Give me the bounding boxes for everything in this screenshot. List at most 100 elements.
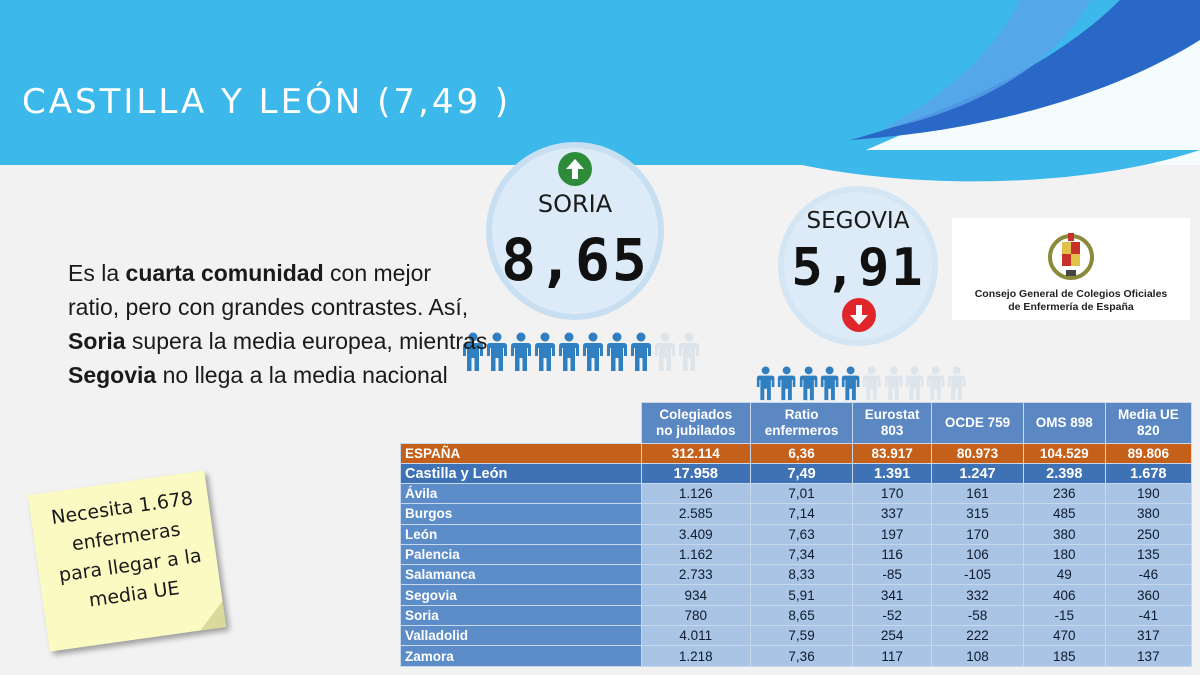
table-cell: 161: [931, 482, 1024, 505]
sticky-note-fold: [196, 601, 227, 631]
table-cell: 332: [931, 584, 1024, 606]
description-part: Es la: [68, 260, 126, 286]
table-row: Salamanca 2.733 8,33 -85 -105 49 -46: [400, 564, 1193, 586]
row-name: Zamora: [400, 645, 642, 667]
table-cell: 116: [852, 543, 933, 566]
table-cell: 2.398: [1022, 463, 1106, 484]
table-cell: 135: [1104, 543, 1193, 566]
row-name: Ávila: [400, 482, 642, 505]
soria-ratio: 8,65: [501, 226, 649, 294]
table-header: Eurostat 803: [852, 402, 933, 444]
segovia-name: SEGOVIA: [806, 208, 910, 234]
soria-name: SORIA: [537, 190, 613, 218]
table-cell: 7,36: [749, 645, 854, 667]
table-cell: 934: [640, 584, 751, 606]
table-cell: 254: [852, 625, 933, 647]
person-icon: [926, 366, 945, 401]
sticky-note-text: Necesita 1.678 enfermeras para llegar a …: [49, 487, 203, 612]
sticky-note: Necesita 1.678 enfermeras para llegar a …: [27, 470, 227, 652]
table-cell: 117: [852, 645, 933, 667]
description-emphasis: Soria: [68, 328, 126, 354]
table-cell: 470: [1022, 625, 1106, 647]
table-cell: 180: [1022, 543, 1106, 566]
person-icon: [948, 366, 966, 401]
table-row: Palencia 1.162 7,34 116 106 180 135: [400, 543, 1193, 566]
row-name: Valladolid: [400, 625, 642, 647]
table-cell: 197: [852, 523, 933, 545]
segovia-ratio: 5,91: [791, 238, 925, 298]
row-name: Burgos: [400, 503, 642, 525]
table-header: Ratio enfermeros: [749, 402, 854, 444]
table-cell: 780: [640, 604, 751, 627]
table-cell: 104.529: [1022, 443, 1106, 464]
table-cell: 108: [931, 645, 1024, 667]
person-icon: [511, 332, 531, 371]
person-icon: [655, 332, 675, 371]
table-cell: 49: [1022, 564, 1106, 586]
table-cell: 6,36: [749, 443, 854, 464]
header-curve: [780, 150, 1200, 182]
table-cell: 170: [852, 482, 933, 505]
row-name: Segovia: [400, 584, 642, 606]
table-cell: 380: [1104, 503, 1193, 525]
description-part: con mejor ratio, pero con grandes contra…: [68, 260, 469, 320]
table-row: Zamora 1.218 7,36 117 108 185 137: [400, 645, 1193, 667]
table-row: Ávila 1.126 7,01 170 161 236 190: [400, 482, 1193, 505]
table-cell: 7,01: [749, 482, 854, 505]
table-header: Colegiados no jubilados: [640, 402, 751, 444]
table-cell: 7,63: [749, 523, 854, 545]
person-icon: [583, 332, 603, 371]
description-part: no llega a la media nacional: [156, 362, 448, 388]
description-text: Es la cuarta comunidad con mejor ratio, …: [68, 256, 488, 392]
table-cell: 341: [852, 584, 933, 606]
header-swoosh: [830, 0, 1200, 165]
row-name: ESPAÑA: [400, 443, 642, 464]
arrow-down-icon: [842, 298, 876, 332]
person-icon: [535, 332, 555, 371]
row-name: Castilla y León: [400, 463, 642, 484]
table-cell: 315: [931, 503, 1024, 525]
table-cell: 137: [1104, 645, 1193, 667]
header-banner: CASTILLA Y LEÓN (7,49 ): [0, 0, 1200, 165]
soria-circle: SORIA 8,65: [486, 142, 664, 320]
table-cell: 7,34: [749, 543, 854, 566]
table-cell: 89.806: [1104, 443, 1193, 464]
table-header: OMS 898: [1022, 402, 1106, 444]
segovia-people-row: [756, 366, 967, 401]
table-cell: 8,33: [749, 564, 854, 586]
table-cell: 1.391: [852, 463, 933, 484]
table-cell: 337: [852, 503, 933, 525]
table-row: ESPAÑA 312.114 6,36 83.917 80.973 104.529 89.8…: [400, 443, 1193, 464]
table-row: Burgos 2.585 7,14 337 315 485 380: [400, 503, 1193, 525]
table-cell: 3.409: [640, 523, 751, 545]
row-name: Salamanca: [400, 564, 642, 586]
table-cell: -105: [931, 564, 1024, 586]
description-emphasis: Segovia: [68, 362, 157, 388]
description-part: supera la media europea, mientras: [125, 328, 488, 354]
table-cell: 236: [1022, 482, 1106, 505]
soria-people-row: [462, 332, 700, 372]
table-cell: 406: [1022, 584, 1106, 606]
table-cell: 4.011: [640, 625, 751, 647]
table-cell: 190: [1104, 482, 1193, 505]
table-cell: 5,91: [749, 584, 854, 606]
person-icon: [559, 332, 579, 371]
logo-text: Consejo General de Colegios Oficiales de…: [952, 288, 1190, 314]
table-cell: 317: [1104, 625, 1193, 647]
table-cell: 2.733: [640, 564, 751, 586]
cge-logo: Consejo General de Colegios Oficiales de…: [952, 218, 1190, 320]
segovia-circle: SEGOVIA 5,91: [778, 186, 938, 346]
table-row: León 3.409 7,63 197 170 380 250: [400, 523, 1193, 545]
table-cell: 8,65: [749, 604, 854, 627]
arrow-up-icon: [558, 152, 592, 186]
person-icon: [841, 366, 860, 401]
page-title: CASTILLA Y LEÓN (7,49 ): [22, 82, 512, 122]
table-header: OCDE 759: [931, 402, 1024, 444]
table-cell: 7,49: [749, 463, 854, 484]
table-cell: 2.585: [640, 503, 751, 525]
table-cell: 312.114: [640, 443, 751, 464]
nurses-table: Colegiados no jubilados Ratio enfermeros E…: [400, 402, 1193, 667]
table-cell: 83.917: [852, 443, 933, 464]
person-icon: [631, 332, 651, 371]
person-icon: [778, 366, 796, 401]
